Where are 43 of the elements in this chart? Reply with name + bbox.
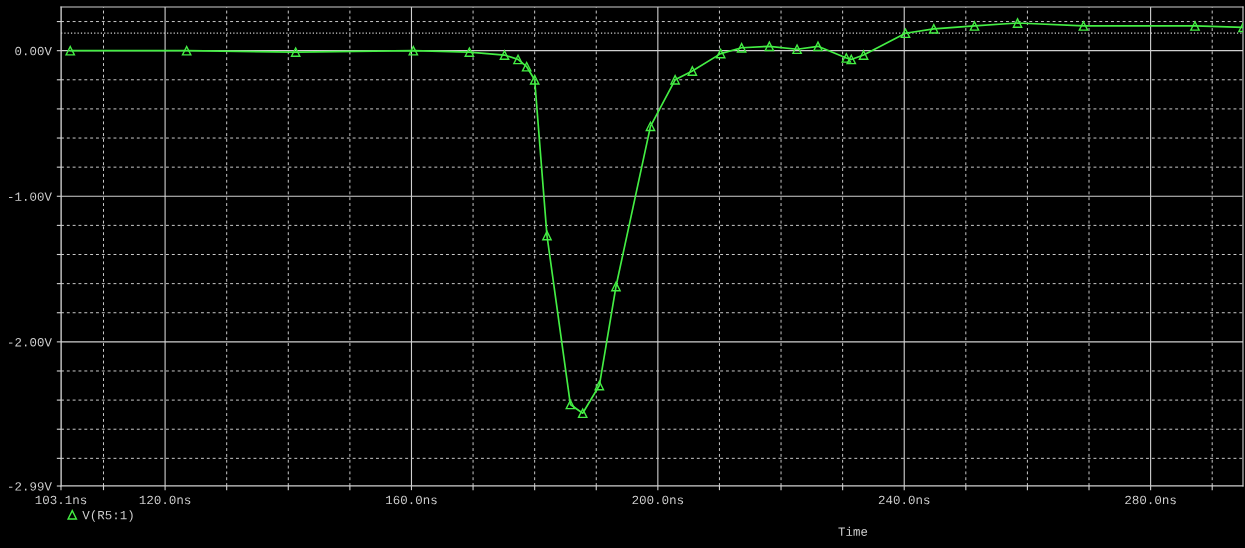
point	[542, 230, 552, 241]
x-axis-title: Time	[838, 526, 868, 536]
point	[513, 54, 523, 65]
point	[611, 281, 621, 292]
point	[858, 50, 869, 60]
x-tick-label: 240.0ns	[878, 495, 930, 505]
x-tick-label: 103.1ns	[35, 495, 87, 505]
point	[594, 380, 605, 391]
point	[792, 44, 802, 55]
point	[529, 74, 540, 85]
point	[1078, 21, 1089, 31]
y-tick-label: -2.99V	[9, 482, 52, 491]
point	[969, 21, 980, 31]
point	[764, 41, 775, 52]
point	[900, 28, 911, 39]
y-tick-label: -1.00V	[9, 192, 52, 201]
point	[670, 74, 680, 85]
x-tick-label: 280.0ns	[1125, 495, 1176, 505]
point	[464, 47, 475, 57]
point	[290, 47, 301, 57]
point	[65, 45, 76, 56]
legend-label: V(R5:1)	[82, 510, 133, 522]
point	[1012, 18, 1023, 28]
point	[408, 45, 419, 56]
point	[521, 61, 532, 72]
point	[715, 48, 726, 59]
point	[499, 50, 510, 60]
point	[1190, 21, 1200, 31]
point	[846, 54, 857, 65]
x-tick-label: 160.0ns	[386, 495, 437, 505]
point	[577, 408, 588, 419]
y-tick-label: 0.00V	[15, 46, 52, 56]
point	[841, 53, 852, 63]
point	[813, 41, 823, 52]
x-tick-label: 120.0ns	[139, 495, 191, 505]
point	[928, 23, 939, 34]
y-tick-label: -2.00V	[9, 338, 52, 347]
point	[687, 66, 698, 76]
x-tick-label: 200.0ns	[632, 495, 684, 505]
point	[645, 121, 656, 132]
point	[565, 399, 576, 410]
point	[181, 45, 192, 56]
point	[736, 42, 747, 53]
